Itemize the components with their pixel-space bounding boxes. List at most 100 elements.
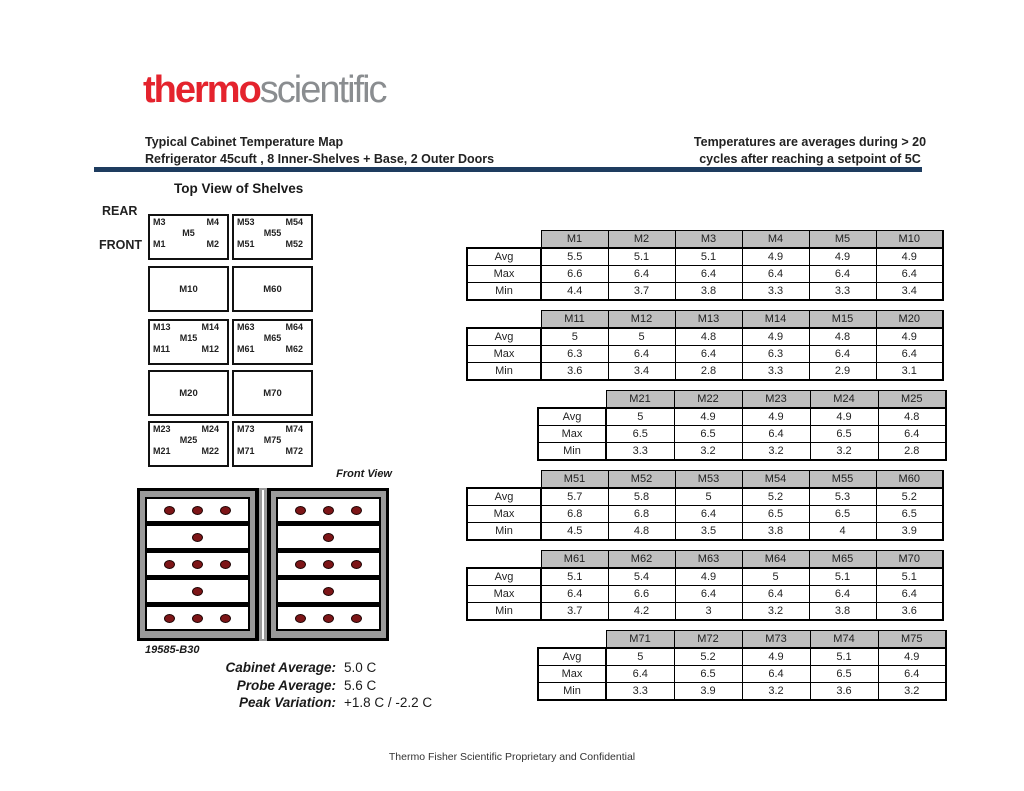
value-cell: 5.2 bbox=[673, 646, 743, 666]
value-cell: 6.4 bbox=[808, 344, 877, 363]
row-label-cell: Avg bbox=[537, 646, 607, 666]
value-cell: 4.8 bbox=[877, 406, 947, 426]
value-cell: 3.6 bbox=[540, 361, 609, 381]
value-cell: 6.4 bbox=[875, 344, 944, 363]
value-cell: 3.8 bbox=[741, 521, 810, 541]
value-cell: 6.4 bbox=[741, 424, 811, 443]
value-cell: 3.2 bbox=[877, 681, 947, 701]
probe-label: M1 bbox=[153, 239, 166, 249]
document-title-line1: Typical Cabinet Temperature Map bbox=[145, 135, 344, 149]
probe-dot-icon bbox=[164, 505, 175, 515]
value-cell: 4 bbox=[808, 521, 877, 541]
col-header-cell: M15 bbox=[808, 310, 877, 328]
door-shelves bbox=[276, 497, 381, 631]
table-row: Max 6.4 6.6 6.4 6.4 6.4 6.4 bbox=[466, 584, 944, 603]
stat-label: Probe Average: bbox=[236, 677, 336, 693]
shelf-box-M15: M13 M14 M15 M11 M12 bbox=[148, 319, 229, 365]
value-cell: 5.1 bbox=[540, 566, 609, 586]
probe-label: M23 bbox=[153, 424, 171, 434]
logo-thermo-text: thermo bbox=[143, 69, 262, 111]
mullion-gap bbox=[262, 490, 264, 639]
shelf-box-M75: M73 M74 M75 M71 M72 bbox=[232, 421, 313, 467]
temperature-table-1: M1 M2 M3 M4 M5 M10 Avg 5.5 5.1 5.1 4.9 4.9 4.9 Max 6.6… bbox=[466, 230, 944, 301]
cabinet-door-2 bbox=[268, 488, 389, 641]
table-corner-cell bbox=[538, 391, 606, 408]
col-header-cell: M62 bbox=[607, 550, 676, 568]
stat-line: Peak Variation: +1.8 C / -2.2 C bbox=[148, 694, 432, 712]
table-corner-cell bbox=[467, 471, 541, 488]
header-divider-rule bbox=[94, 167, 922, 172]
col-header-cell: M2 bbox=[607, 230, 676, 248]
value-cell: 2.9 bbox=[808, 361, 877, 381]
probe-label: M55 bbox=[263, 228, 282, 238]
value-cell: 6.4 bbox=[875, 584, 944, 603]
probe-label: M51 bbox=[237, 239, 255, 249]
table-row: Avg 5 4.9 4.9 4.9 4.8 bbox=[537, 406, 947, 426]
table-row: Max 6.4 6.5 6.4 6.5 6.4 bbox=[537, 664, 947, 683]
probe-label: M64 bbox=[285, 322, 303, 332]
value-cell: 5.1 bbox=[809, 646, 879, 666]
value-cell: 5.2 bbox=[741, 486, 810, 506]
table-corner-cell bbox=[467, 311, 541, 328]
row-label-cell: Min bbox=[537, 441, 607, 461]
probe-label: M13 bbox=[153, 322, 171, 332]
value-cell: 3.3 bbox=[605, 681, 675, 701]
value-cell: 3.2 bbox=[673, 441, 743, 461]
value-cell: 6.4 bbox=[607, 344, 676, 363]
value-cell: 4.8 bbox=[674, 326, 743, 346]
probe-label: M10 bbox=[179, 283, 198, 295]
value-cell: 6.4 bbox=[877, 424, 947, 443]
value-cell: 4.9 bbox=[877, 646, 947, 666]
stat-value: 5.6 C bbox=[344, 677, 377, 693]
value-cell: 6.4 bbox=[741, 264, 810, 283]
value-cell: 5.8 bbox=[607, 486, 676, 506]
shelf-front bbox=[278, 499, 379, 521]
probe-label: M22 bbox=[201, 446, 219, 456]
col-header-cell: M21 bbox=[605, 390, 675, 408]
value-cell: 6.4 bbox=[674, 344, 743, 363]
col-header-cell: M20 bbox=[875, 310, 944, 328]
col-header-cell: M12 bbox=[607, 310, 676, 328]
table-row: Min 3.6 3.4 2.8 3.3 2.9 3.1 bbox=[466, 361, 944, 381]
probe-label: M54 bbox=[285, 217, 303, 227]
shelf-box-M55: M53 M54 M55 M51 M52 bbox=[232, 214, 313, 260]
value-cell: 6.4 bbox=[741, 664, 811, 683]
col-header-cell: M5 bbox=[808, 230, 877, 248]
table-header-row: M11 M12 M13 M14 M15 M20 bbox=[467, 310, 944, 328]
table-corner-cell bbox=[467, 231, 541, 248]
shelf-front bbox=[278, 580, 379, 602]
col-header-cell: M53 bbox=[674, 470, 743, 488]
col-header-cell: M65 bbox=[808, 550, 877, 568]
probe-label: M73 bbox=[237, 424, 255, 434]
col-header-cell: M4 bbox=[741, 230, 810, 248]
conditions-note-line2: cycles after reaching a setpoint of 5C bbox=[699, 152, 921, 166]
value-cell: 6.4 bbox=[607, 264, 676, 283]
value-cell: 4.9 bbox=[673, 406, 743, 426]
shelf-front bbox=[147, 607, 248, 629]
col-header-cell: M75 bbox=[877, 630, 947, 648]
table-header-row: M51 M52 M53 M54 M55 M60 bbox=[467, 470, 944, 488]
shelf-front bbox=[147, 580, 248, 602]
probe-label: M72 bbox=[285, 446, 303, 456]
row-label-cell: Max bbox=[466, 504, 542, 523]
probe-dot-icon bbox=[323, 586, 334, 596]
col-header-cell: M63 bbox=[674, 550, 743, 568]
row-label-cell: Avg bbox=[466, 486, 542, 506]
value-cell: 5.1 bbox=[875, 566, 944, 586]
shelf-box-M20: M20 bbox=[148, 370, 229, 416]
value-cell: 3.1 bbox=[875, 361, 944, 381]
col-header-cell: M10 bbox=[875, 230, 944, 248]
value-cell: 6.4 bbox=[674, 584, 743, 603]
stat-line: Probe Average: 5.6 C bbox=[148, 677, 432, 695]
row-label-cell: Max bbox=[537, 664, 607, 683]
shelf-front bbox=[147, 553, 248, 575]
rear-label: REAR bbox=[102, 204, 138, 218]
value-cell: 3 bbox=[674, 601, 743, 621]
probe-dot-icon bbox=[295, 613, 306, 623]
col-header-cell: M73 bbox=[741, 630, 811, 648]
value-cell: 5 bbox=[607, 326, 676, 346]
logo-scientific-text: scientific bbox=[259, 69, 388, 111]
row-label-cell: Avg bbox=[466, 246, 542, 266]
summary-stats-block: Cabinet Average: 5.0 C Probe Average: 5.6 C… bbox=[148, 659, 432, 712]
value-cell: 6.8 bbox=[607, 504, 676, 523]
